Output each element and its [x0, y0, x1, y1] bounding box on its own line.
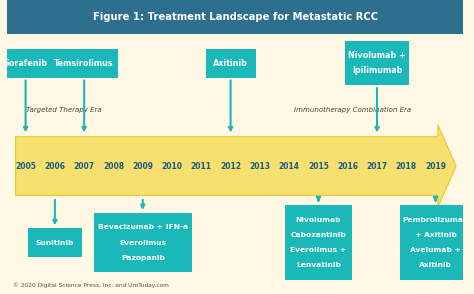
Text: Pazopanib: Pazopanib: [121, 255, 164, 261]
Text: 2019: 2019: [425, 162, 446, 171]
FancyBboxPatch shape: [400, 205, 472, 280]
Text: Lenvatinib: Lenvatinib: [296, 263, 341, 268]
Text: Temsirolimus: Temsirolimus: [55, 59, 114, 68]
Text: 2017: 2017: [366, 162, 388, 171]
FancyBboxPatch shape: [94, 213, 191, 272]
Text: 2006: 2006: [45, 162, 65, 171]
Text: 2015: 2015: [308, 162, 329, 171]
Text: Sunitinib: Sunitinib: [36, 240, 74, 245]
FancyBboxPatch shape: [346, 41, 409, 85]
Text: Figure 1: Treatment Landscape for Metastatic RCC: Figure 1: Treatment Landscape for Metast…: [92, 12, 378, 22]
Text: + Axitinib: + Axitinib: [415, 232, 456, 238]
Text: 2016: 2016: [337, 162, 358, 171]
FancyBboxPatch shape: [206, 49, 255, 78]
Text: Axitinib: Axitinib: [213, 59, 248, 68]
Text: Everolimus: Everolimus: [119, 240, 166, 245]
Text: 2011: 2011: [191, 162, 212, 171]
FancyBboxPatch shape: [0, 49, 53, 78]
Polygon shape: [16, 125, 456, 207]
FancyBboxPatch shape: [50, 49, 118, 78]
Text: 2008: 2008: [103, 162, 124, 171]
Text: Ipilimumab: Ipilimumab: [352, 66, 402, 75]
Text: Nivolumab +: Nivolumab +: [348, 51, 406, 60]
FancyBboxPatch shape: [27, 228, 82, 257]
Text: 2010: 2010: [162, 162, 182, 171]
Text: 2012: 2012: [220, 162, 241, 171]
Text: Sorafenib: Sorafenib: [3, 59, 48, 68]
FancyBboxPatch shape: [8, 0, 463, 34]
Text: Bevacizumab + IFN-a: Bevacizumab + IFN-a: [98, 224, 188, 230]
FancyBboxPatch shape: [285, 205, 352, 280]
Text: 2009: 2009: [132, 162, 153, 171]
Text: Avelumab +: Avelumab +: [410, 247, 461, 253]
Text: 2013: 2013: [249, 162, 270, 171]
Text: 2005: 2005: [15, 162, 36, 171]
Text: 2018: 2018: [396, 162, 417, 171]
Text: 2007: 2007: [73, 162, 95, 171]
Text: Axitinib: Axitinib: [419, 263, 452, 268]
Text: Everolimus +: Everolimus +: [291, 247, 346, 253]
Text: Cabozantinib: Cabozantinib: [291, 232, 346, 238]
Text: Nivolumab: Nivolumab: [296, 217, 341, 223]
Text: 2014: 2014: [279, 162, 300, 171]
Text: Targeted Therapy Era: Targeted Therapy Era: [26, 107, 101, 113]
Text: Immunotherapy Combination Era: Immunotherapy Combination Era: [294, 107, 411, 113]
Text: © 2020 Digital Science Press, Inc. and UroToday.com: © 2020 Digital Science Press, Inc. and U…: [13, 282, 169, 288]
Text: Pembrolizumab: Pembrolizumab: [402, 217, 469, 223]
